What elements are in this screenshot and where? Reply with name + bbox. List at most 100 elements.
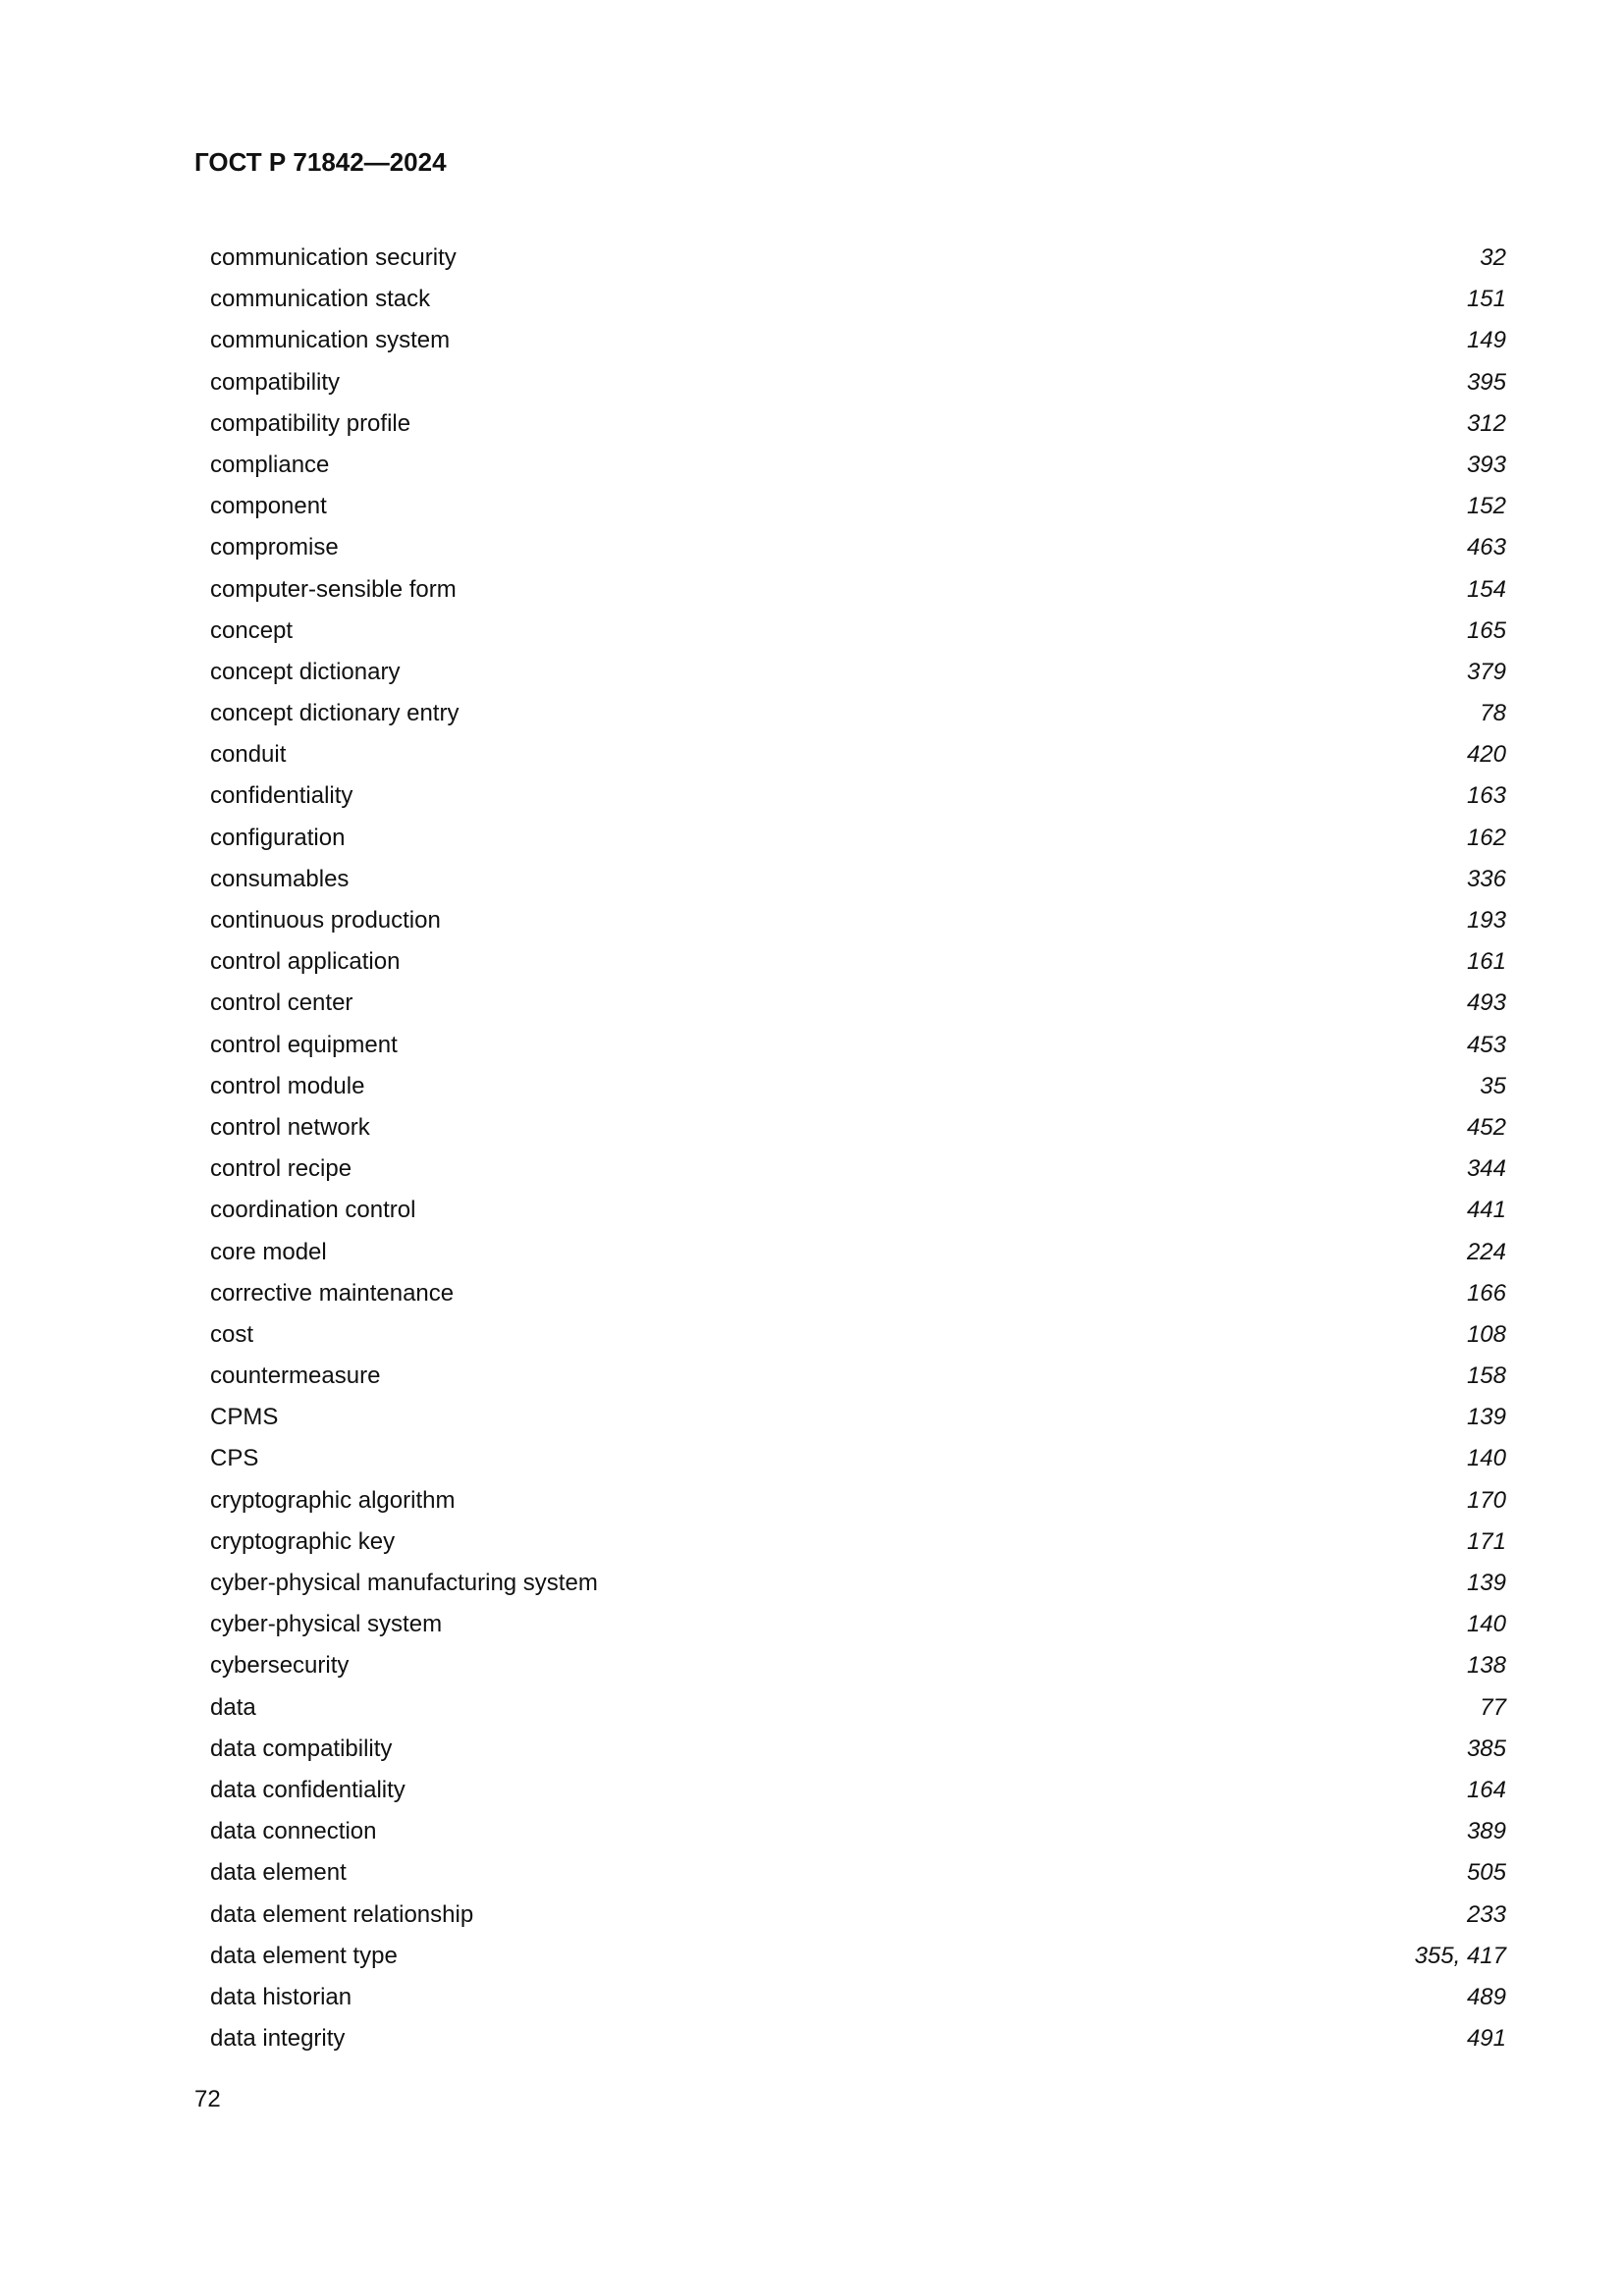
index-term: communication security: [210, 244, 457, 271]
index-entry: control equipment 453: [210, 1028, 1506, 1069]
index-term: consumables: [210, 865, 350, 892]
index-page-ref: 491: [1466, 2025, 1506, 2053]
index-page-ref: 379: [1466, 658, 1506, 685]
index-term: data integrity: [210, 2025, 346, 2053]
index-term: compatibility profile: [210, 409, 411, 437]
index-page-ref: 138: [1466, 1652, 1506, 1680]
index-term: compatibility: [210, 368, 341, 396]
index-term: data element: [210, 1859, 347, 1887]
index-page-ref: 193: [1466, 907, 1506, 934]
index-entry: CPMS 139: [210, 1400, 1506, 1441]
index-page-ref: 32: [1480, 244, 1506, 271]
index-entry: continuous production 193: [210, 903, 1506, 944]
index-entry: concept 165: [210, 614, 1506, 655]
index-term: CPMS: [210, 1404, 279, 1431]
index-page-ref: 35: [1480, 1072, 1506, 1099]
index-entry: compatibility profile 312: [210, 406, 1506, 448]
index-term: data compatibility: [210, 1735, 393, 1762]
index-term: confidentiality: [210, 782, 353, 810]
index-term: control network: [210, 1113, 370, 1141]
index-entry: data compatibility 385: [210, 1732, 1506, 1773]
index-page-ref: 344: [1466, 1155, 1506, 1183]
index-page-ref: 453: [1466, 1031, 1506, 1058]
index-page-ref: 463: [1466, 534, 1506, 561]
index-page-ref: 139: [1466, 1404, 1506, 1431]
index-page-ref: 165: [1466, 616, 1506, 644]
index-term: concept dictionary: [210, 658, 401, 685]
index-page-ref: 393: [1466, 451, 1506, 478]
index-term: CPS: [210, 1445, 259, 1472]
index-page-ref: 489: [1466, 1983, 1506, 2010]
index-term: control equipment: [210, 1031, 398, 1058]
index-term: control center: [210, 989, 353, 1017]
index-term: concept: [210, 616, 294, 644]
index-page-ref: 233: [1466, 1900, 1506, 1928]
index-page-ref: 493: [1466, 989, 1506, 1017]
index-page-ref: 170: [1466, 1486, 1506, 1514]
index-entry: cost 108: [210, 1317, 1506, 1359]
page-number: 72: [194, 2086, 221, 2112]
index-entry: compromise 463: [210, 530, 1506, 571]
index-page-ref: 441: [1466, 1197, 1506, 1224]
index-page-ref: 163: [1466, 782, 1506, 810]
index-entry: component 152: [210, 489, 1506, 530]
index-entry: core model 224: [210, 1235, 1506, 1276]
index-entry: data element type 355, 417: [210, 1939, 1506, 1980]
index-entry: control center 493: [210, 986, 1506, 1027]
index-term: communication stack: [210, 286, 431, 313]
index-term: cyber-physical system: [210, 1611, 443, 1638]
index-entry: control recipe 344: [210, 1151, 1506, 1193]
index-term: cyber-physical manufacturing system: [210, 1570, 598, 1596]
index-page-ref: 151: [1466, 286, 1506, 313]
index-page-ref: 154: [1466, 575, 1506, 603]
index-term: data: [210, 1693, 256, 1721]
index-term: concept dictionary entry: [210, 700, 460, 727]
index-entry: control network 452: [210, 1110, 1506, 1151]
index-term: core model: [210, 1238, 327, 1265]
index-entry: data historian 489: [210, 1980, 1506, 2021]
index-term: control recipe: [210, 1155, 352, 1183]
index-entry: cryptographic algorithm 170: [210, 1483, 1506, 1524]
index-entry: data connection 389: [210, 1814, 1506, 1855]
index-entry: compatibility 395: [210, 365, 1506, 406]
index-term: data historian: [210, 1983, 352, 2010]
index-entry: CPS 140: [210, 1441, 1506, 1482]
index-term: corrective maintenance: [210, 1279, 455, 1307]
index-page-ref: 78: [1480, 700, 1506, 727]
index-term: cryptographic algorithm: [210, 1486, 456, 1514]
term-index: communication security 32 communication st…: [210, 240, 1506, 2062]
index-term: compliance: [210, 451, 330, 478]
index-page-ref: 140: [1466, 1445, 1506, 1472]
index-term: data element type: [210, 1942, 398, 1969]
index-entry: control module 35: [210, 1069, 1506, 1110]
index-page-ref: 139: [1466, 1570, 1506, 1596]
index-entry: data confidentiality 164: [210, 1773, 1506, 1814]
index-term: component: [210, 493, 327, 520]
index-entry: coordination control 441: [210, 1193, 1506, 1234]
index-entry: corrective maintenance 166: [210, 1276, 1506, 1317]
index-entry: cyber-physical manufacturing system 139: [210, 1566, 1506, 1607]
index-term: configuration: [210, 824, 346, 851]
index-page-ref: 224: [1466, 1238, 1506, 1265]
index-page-ref: 140: [1466, 1611, 1506, 1638]
index-page-ref: 385: [1466, 1735, 1506, 1762]
index-entry: data integrity 491: [210, 2021, 1506, 2062]
index-page-ref: 312: [1466, 409, 1506, 437]
index-page-ref: 355, 417: [1414, 1942, 1506, 1969]
index-entry: countermeasure 158: [210, 1359, 1506, 1400]
index-page-ref: 164: [1466, 1776, 1506, 1803]
index-page-ref: 152: [1466, 493, 1506, 520]
index-page-ref: 420: [1466, 741, 1506, 769]
index-entry: communication stack 151: [210, 282, 1506, 323]
index-page-ref: 77: [1480, 1693, 1506, 1721]
index-page-ref: 171: [1466, 1527, 1506, 1555]
document-header: ГОСТ Р 71842—2024: [194, 147, 447, 177]
index-entry: data 77: [210, 1690, 1506, 1732]
index-term: cybersecurity: [210, 1652, 350, 1680]
index-entry: compliance 393: [210, 448, 1506, 489]
index-term: computer-sensible form: [210, 575, 457, 603]
index-term: countermeasure: [210, 1362, 381, 1390]
index-term: communication system: [210, 327, 451, 354]
index-entry: communication security 32: [210, 240, 1506, 282]
index-entry: configuration 162: [210, 821, 1506, 862]
